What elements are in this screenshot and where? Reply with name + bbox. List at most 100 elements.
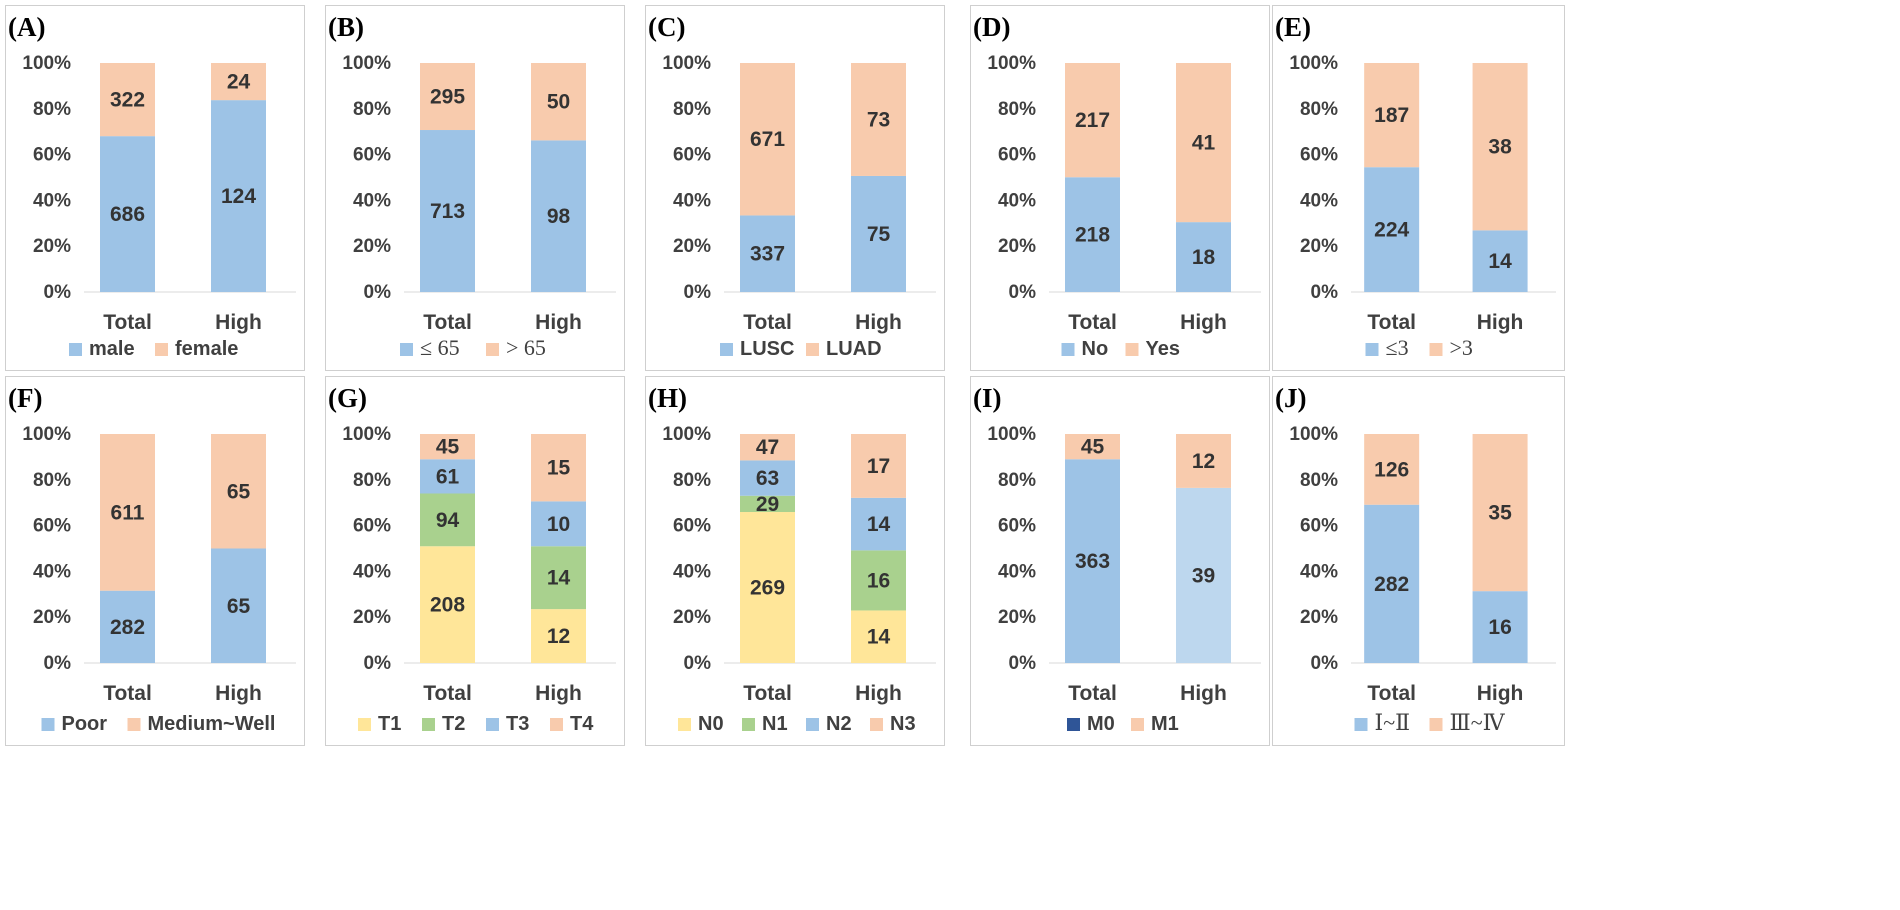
- data-label: 224: [1374, 219, 1409, 242]
- bar-segment: [1472, 230, 1528, 292]
- legend-label: ≤ 65: [420, 335, 460, 360]
- legend-swatch: [155, 343, 168, 356]
- chart-panel-4: (E) 0% 20% 40% 60% 80% 100% 224 187 Total 14 38 High…: [1272, 5, 1565, 371]
- legend-swatch: [870, 718, 883, 731]
- panel-label: (G): [328, 383, 367, 413]
- chart-panel-6: (G) 0% 20% 40% 60% 80% 100% 208 94 61 45 Total 12 14 1…: [325, 376, 625, 746]
- chart-panel-1: (B) 0% 20% 40% 60% 80% 100% 713 295 Total 98 50 High…: [325, 5, 625, 371]
- data-label: 218: [1075, 224, 1110, 247]
- x-category-label: High: [855, 682, 902, 705]
- bar-segment: [1364, 434, 1420, 505]
- y-tick-label: 20%: [1300, 607, 1338, 628]
- data-label: 65: [227, 595, 251, 618]
- legend-label: Medium~Well: [148, 713, 276, 735]
- bar-segment: [531, 434, 586, 502]
- y-tick-label: 20%: [673, 236, 711, 257]
- y-tick-label: 60%: [353, 145, 391, 166]
- bar-segment: [420, 459, 475, 494]
- data-label: 94: [436, 509, 460, 532]
- y-tick-label: 100%: [22, 53, 71, 74]
- bar-segment: [100, 63, 155, 137]
- legend-label: T3: [506, 713, 529, 735]
- legend-label: No: [1082, 338, 1109, 360]
- y-tick-label: 40%: [673, 190, 711, 211]
- bar-segment: [211, 100, 266, 292]
- y-tick-label: 80%: [353, 99, 391, 120]
- data-label: 187: [1374, 104, 1409, 127]
- y-tick-label: 80%: [1300, 470, 1338, 491]
- data-label: 15: [547, 457, 571, 480]
- y-tick-label: 60%: [1300, 516, 1338, 537]
- y-tick-label: 100%: [987, 53, 1036, 74]
- data-label: 217: [1075, 109, 1110, 132]
- bar-segment: [531, 609, 586, 663]
- data-label: 363: [1075, 550, 1110, 573]
- x-category-label: Total: [743, 311, 792, 334]
- y-tick-label: 100%: [1289, 424, 1338, 445]
- panel-label: (H): [648, 383, 687, 413]
- y-tick-label: 60%: [33, 516, 71, 537]
- y-tick-label: 20%: [998, 236, 1036, 257]
- legend-label: Poor: [62, 713, 108, 735]
- data-label: 14: [547, 567, 571, 590]
- x-category-label: High: [1477, 311, 1524, 334]
- y-tick-label: 20%: [353, 236, 391, 257]
- bar-segment: [740, 434, 795, 461]
- legend-label: N2: [826, 713, 852, 735]
- bar-segment: [531, 501, 586, 547]
- legend-swatch: [678, 718, 691, 731]
- bar-segment: [1364, 504, 1420, 663]
- bar-segment: [851, 175, 906, 292]
- legend-swatch: [422, 718, 435, 731]
- chart-svg: (I)0%20%40%60%80%100%36345Total3912HighM…: [973, 383, 1261, 735]
- y-tick-label: 20%: [673, 607, 711, 628]
- legend-label: female: [175, 338, 238, 360]
- y-tick-label: 100%: [662, 424, 711, 445]
- y-tick-label: 0%: [364, 282, 392, 303]
- legend-swatch: [358, 718, 371, 731]
- legend-swatch: [806, 718, 819, 731]
- chart-svg: (G) 0% 20% 40% 60% 80% 100% 208 94 61 45 Total 12 14 1…: [328, 383, 616, 735]
- y-tick-label: 0%: [684, 282, 712, 303]
- legend-label: M0: [1087, 713, 1115, 735]
- y-tick-label: 0%: [44, 653, 72, 674]
- data-label: 14: [1488, 250, 1512, 273]
- data-label: 126: [1374, 458, 1409, 481]
- y-tick-label: 80%: [353, 470, 391, 491]
- bar-segment: [420, 130, 475, 292]
- legend-label: M1: [1151, 713, 1179, 735]
- data-label: 73: [867, 108, 890, 131]
- data-label: 18: [1192, 246, 1216, 269]
- bar-segment: [100, 590, 155, 663]
- y-tick-label: 100%: [342, 53, 391, 74]
- data-label: 65: [227, 480, 251, 503]
- y-tick-label: 60%: [998, 516, 1036, 537]
- data-label: 10: [547, 513, 570, 536]
- y-tick-label: 40%: [33, 190, 71, 211]
- chart-svg: (F) 0% 20% 40% 60% 80% 100% 282 611 Total 65 65 High…: [8, 383, 296, 735]
- legend-swatch: [1125, 343, 1139, 356]
- data-label: 61: [436, 465, 460, 488]
- chart-svg: (E) 0% 20% 40% 60% 80% 100% 224 187 Total 14 38 High…: [1275, 12, 1556, 360]
- panel-label: (J): [1275, 383, 1306, 413]
- data-label: 337: [750, 243, 785, 266]
- bar-segment: [1364, 63, 1420, 168]
- y-tick-label: 80%: [673, 470, 711, 491]
- legend-swatch: [1067, 718, 1080, 731]
- chart-panel-8: (I) 0% 20% 40% 60% 80% 100% 363 45 Total 39 12 High M…: [970, 376, 1270, 746]
- data-label: 12: [1192, 450, 1215, 473]
- bar-segment: [851, 63, 906, 176]
- data-label: 14: [867, 513, 891, 536]
- x-category-label: Total: [103, 682, 152, 705]
- y-tick-label: 60%: [673, 145, 711, 166]
- data-label: 269: [750, 577, 785, 600]
- bar-segment: [211, 548, 266, 663]
- y-tick-label: 100%: [22, 424, 71, 445]
- y-tick-label: 20%: [33, 236, 71, 257]
- x-category-label: Total: [1367, 311, 1416, 334]
- y-tick-label: 40%: [998, 190, 1036, 211]
- data-label: 17: [867, 455, 890, 478]
- x-category-label: High: [1180, 682, 1227, 705]
- x-category-label: High: [1477, 682, 1524, 705]
